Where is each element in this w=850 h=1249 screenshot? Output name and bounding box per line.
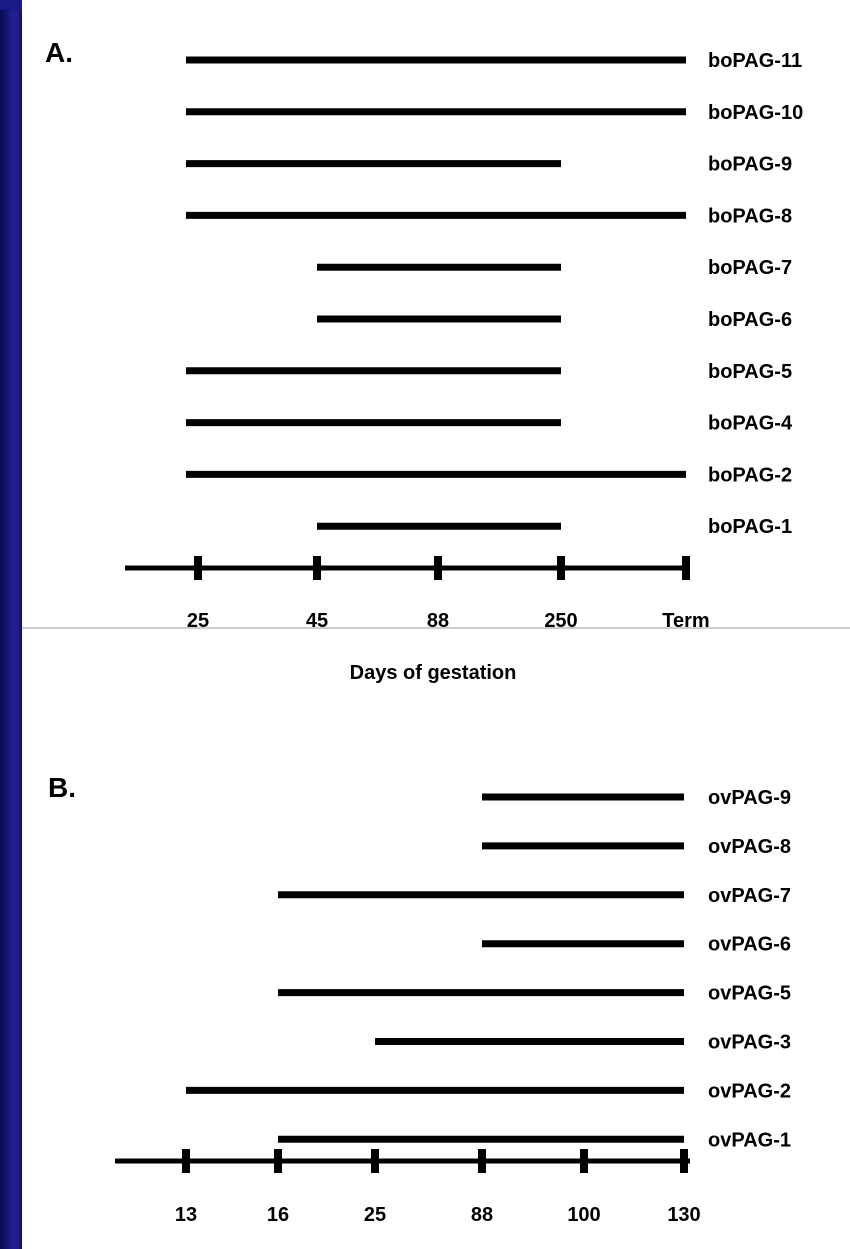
series-label-ovpag-2: ovPAG-2: [708, 1080, 791, 1102]
panel-a-axis: 25 45 88 250 Term: [125, 556, 710, 632]
panel-b-bars: ovPAG-9 ovPAG-8 ovPAG-7 ovPAG-6 ovPAG-5 ovPAG…: [186, 787, 791, 1151]
x-tick-label-13: 13: [175, 1204, 197, 1226]
panel-a-label: A.: [45, 37, 73, 68]
panel-b-label: B.: [48, 772, 76, 803]
x-tick-label-100: 100: [567, 1204, 600, 1226]
series-label-ovpag-6: ovPAG-6: [708, 934, 791, 956]
series-label-bopag-1: boPAG-1: [708, 516, 792, 538]
x-tick-label-45: 45: [306, 610, 328, 632]
x-axis-title: Days of gestation: [350, 662, 517, 684]
series-label-ovpag-9: ovPAG-9: [708, 787, 791, 809]
x-tick-13: [182, 1149, 190, 1173]
panel-b: B. ovPAG-9ovPAG-8ovPAG-7ovPAG-6ovPAG-5ov…: [48, 772, 791, 1226]
series-label-bopag-10: boPAG-10: [708, 102, 803, 124]
x-tick-88: [434, 556, 442, 580]
series-label-bopag-7: boPAG-7: [708, 257, 792, 279]
x-tick-16: [274, 1149, 282, 1173]
series-label-ovpag-5: ovPAG-5: [708, 983, 791, 1005]
series-label-bopag-6: boPAG-6: [708, 309, 792, 331]
x-tick-label-term: Term: [662, 610, 709, 632]
series-label-bopag-11: boPAG-11: [708, 50, 802, 72]
x-tick-label-250: 250: [544, 610, 577, 632]
series-label-bopag-8: boPAG-8: [708, 205, 792, 227]
x-tick-label-88: 88: [471, 1204, 493, 1226]
series-label-bopag-5: boPAG-5: [708, 361, 792, 383]
series-label-bopag-2: boPAG-2: [708, 464, 792, 486]
panel-a-bars: boPAG-11 boPAG-10 boPAG-9 boPAG-8 boPAG-7 boP…: [186, 50, 803, 538]
series-label-bopag-4: boPAG-4: [708, 413, 793, 435]
x-tick-130: [680, 1149, 688, 1173]
x-tick-25: [371, 1149, 379, 1173]
x-tick-label-88: 88: [427, 610, 449, 632]
x-tick-term: [682, 556, 690, 580]
x-tick-label-25: 25: [364, 1204, 386, 1226]
x-tick-label-16: 16: [267, 1204, 289, 1226]
series-label-ovpag-8: ovPAG-8: [708, 836, 791, 858]
series-label-ovpag-7: ovPAG-7: [708, 885, 791, 907]
panel-b-axis: 13 16 25 88 100 130: [115, 1149, 701, 1226]
series-label-ovpag-1: ovPAG-1: [708, 1129, 791, 1151]
x-tick-25: [194, 556, 202, 580]
x-tick-45: [313, 556, 321, 580]
x-tick-label-25: 25: [187, 610, 209, 632]
x-tick-250: [557, 556, 565, 580]
series-label-bopag-9: boPAG-9: [708, 154, 792, 176]
series-label-ovpag-3: ovPAG-3: [708, 1032, 791, 1054]
panel-a: A. boPAG-11 boPAG-10 boPAG-9 boPAG-8 boPAG-7…: [45, 37, 803, 684]
x-tick-label-130: 130: [667, 1204, 700, 1226]
x-tick-100: [580, 1149, 588, 1173]
x-tick-88: [478, 1149, 486, 1173]
